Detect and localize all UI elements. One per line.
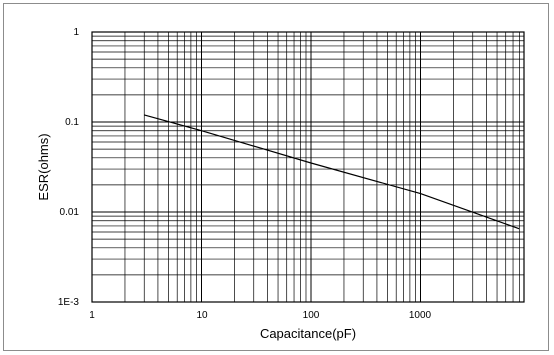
x-axis-label: Capacitance(pF) [260, 326, 356, 341]
x-tick-label: 100 [303, 310, 320, 321]
y-axis-label: ESR(ohms) [36, 133, 51, 200]
plot-area [91, 31, 525, 303]
y-tick-label: 1 [73, 27, 79, 38]
y-tick-label: 0.1 [65, 117, 79, 128]
series-group [144, 114, 520, 230]
y-tick-label: 0.01 [60, 207, 80, 218]
x-tick-label: 1000 [409, 310, 432, 321]
y-tick-labels: 1 0.1 0.01 1E-3 [58, 27, 80, 308]
x-tick-label: 10 [196, 310, 208, 321]
chart-frame [3, 3, 549, 351]
y-tick-label: 1E-3 [58, 297, 80, 308]
x-tick-labels: 1 10 100 1000 [89, 310, 431, 321]
grid [92, 32, 524, 302]
x-tick-label: 1 [89, 310, 95, 321]
esr-series-line [144, 114, 520, 230]
